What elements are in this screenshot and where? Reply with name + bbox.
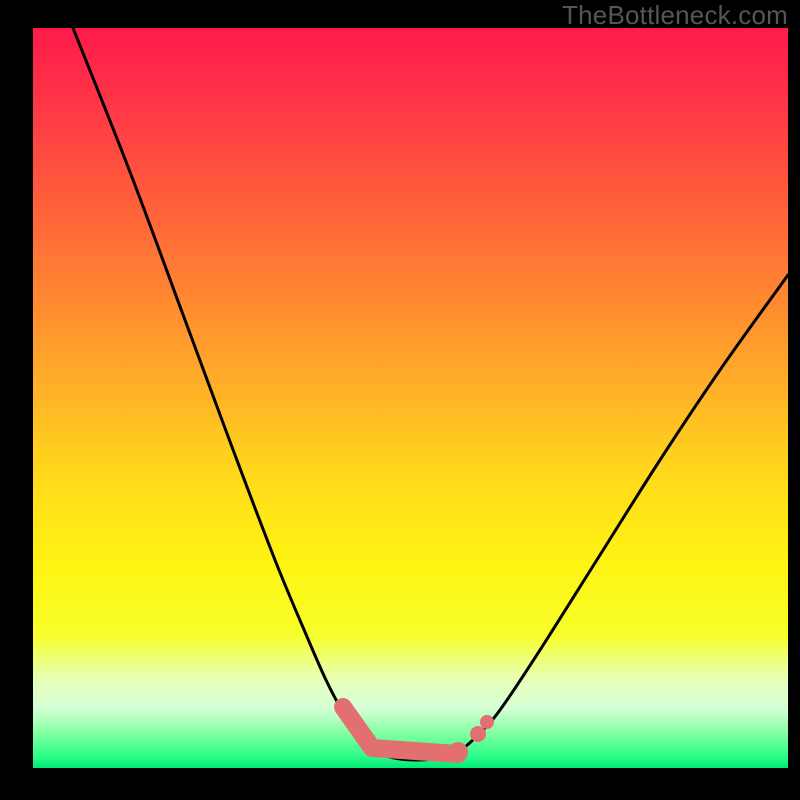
chart-plot-area bbox=[33, 28, 788, 768]
chart-frame: TheBottleneck.com bbox=[0, 0, 800, 800]
watermark-text: TheBottleneck.com bbox=[562, 0, 788, 31]
